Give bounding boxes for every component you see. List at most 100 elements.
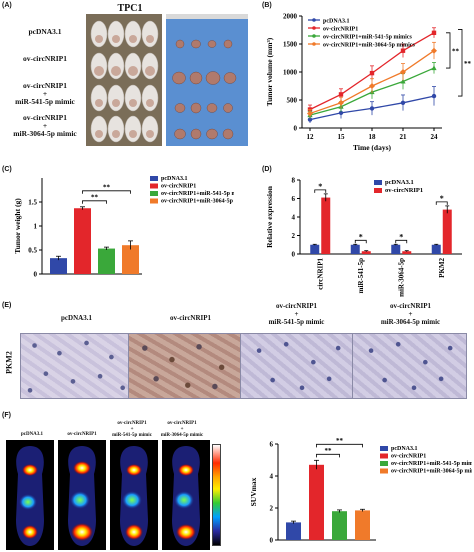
ihc-image-541 <box>240 333 355 399</box>
d-bracket-1 <box>354 239 367 244</box>
b-point-1-2 <box>369 70 375 76</box>
b-legend-label-3: ov-circNRIP1+miR-3064-5p mimics <box>323 42 415 48</box>
d-bar-0-3 <box>431 244 441 254</box>
b-xtick-label-1: 15 <box>338 133 346 141</box>
d-ytick-label-4: 8 <box>292 177 296 185</box>
chart-f-suvmax: 0246SUVmaxpcDNA3.1ov-circNRIP1ov-circNRI… <box>249 437 472 545</box>
d-y-axis-label: Relative expression <box>265 185 274 248</box>
c-ytick-label-0: 0 <box>34 271 38 279</box>
b-ytick-label-0: 0 <box>294 125 298 133</box>
b-bracket-1 <box>446 32 451 69</box>
c-ytick-label-1: 0.5 <box>28 247 37 255</box>
b-sig-label-2: ** <box>464 60 472 68</box>
f-ytick-label-0: 0 <box>270 537 274 545</box>
panel-d-label: (D) <box>262 166 272 173</box>
b-point-0-1 <box>338 110 344 116</box>
d-sig-label-2: * <box>399 232 403 241</box>
f-legend-swatch-0 <box>380 446 388 451</box>
b-point-0-2 <box>369 106 375 111</box>
f-legend-label-2: ov-circNRIP1+miR-541-5p mimic <box>391 461 472 467</box>
ihc-image-3064 <box>352 333 467 399</box>
f-bar-0 <box>286 522 301 540</box>
b-legend-marker-2 <box>312 34 316 38</box>
f-legend-label-3: ov-circNRIP1+miR-3064-5p mimic <box>391 469 472 475</box>
ihc-image-ov <box>128 333 243 399</box>
b-legend-label-1: ov-circNRIP1 <box>323 26 358 32</box>
d-legend-label-0: pcDNA3.1 <box>385 179 414 186</box>
d-category-label-3: PKM2 <box>438 258 446 278</box>
c-bar-3 <box>122 245 139 274</box>
tumor-photo-drawing <box>166 14 248 140</box>
b-point-2-3 <box>400 78 406 84</box>
c-legend-label-3: ov-circNRIP1+miR-3064-5p mimic <box>161 199 234 205</box>
f-legend-swatch-2 <box>380 461 388 466</box>
b-point-3-1 <box>338 99 344 106</box>
pet-image-4 <box>162 440 210 550</box>
c-ytick-label-2: 1 <box>34 223 38 231</box>
f-bar-2 <box>332 511 347 540</box>
d-bar-0-0 <box>310 244 320 254</box>
b-legend-label-0: pcDNA3.1 <box>323 18 350 24</box>
c-y-axis-label: Tumor weight (g) <box>13 198 22 254</box>
b-legend-label-2: ov-circNRIP1+miR-541-5p mimics <box>323 34 412 40</box>
f-bracket-2 <box>316 443 363 448</box>
d-legend-swatch-1 <box>374 188 382 193</box>
d-bar-1-1 <box>361 251 371 254</box>
pet-scan-images <box>6 440 210 550</box>
panel-a-title: TPC1 <box>117 3 143 14</box>
b-ytick-label-4: 2000 <box>283 13 298 21</box>
ihc-side-label: PKM2 <box>4 351 14 374</box>
c-legend-swatch-2 <box>150 191 158 196</box>
c-sig-label-1: ** <box>91 193 99 201</box>
b-legend-marker-1 <box>312 26 316 30</box>
d-legend-label-1: ov-circNRIP1 <box>385 187 423 194</box>
chart-c-tumor-weight: 0 0.5 1 1.5 Tumor weight (g) pcDNA3.1 ov-circN… <box>13 176 234 279</box>
b-legend-marker-3 <box>312 42 316 46</box>
row-label-541: ov-circNRIP1 + miR-541-5p mimic <box>15 81 75 106</box>
b-point-3-2 <box>369 83 375 89</box>
b-point-1-4 <box>431 30 437 35</box>
ihc-title-pcdna: pcDNA3.1 <box>61 314 92 322</box>
c-bar-1 <box>74 208 91 274</box>
d-bar-1-2 <box>402 251 412 254</box>
row-label-3064: ov-circNRIP1 + miR-3064-5p mimic <box>13 113 77 138</box>
f-y-axis-label: SUVmax <box>249 477 258 506</box>
f-legend-label-0: pcDNA3.1 <box>391 446 418 452</box>
b-xtick-label-0: 12 <box>307 133 315 141</box>
ihc-image-pcdna <box>20 333 135 399</box>
b-xtick-label-4: 24 <box>431 133 439 141</box>
d-category-label-2: miR-3064-5p <box>397 258 405 297</box>
ihc-title-ov: ov-circNRIP1 <box>169 314 212 322</box>
b-point-0-0 <box>307 117 313 122</box>
b-bracket-2 <box>458 29 463 97</box>
c-sig-label-2: ** <box>103 183 111 191</box>
b-point-3-3 <box>400 69 406 75</box>
pet-title-3064: ov-circNRIP1 + miR-3064-5p mimic <box>160 421 204 438</box>
mice-photo-drawing <box>90 20 159 143</box>
b-point-3-0 <box>307 110 313 117</box>
f-legend-label-1: ov-circNRIP1 <box>391 454 426 460</box>
c-legend-label-2: ov-circNRIP1+miR-541-5p mimic <box>161 191 234 197</box>
c-legend-label-0: pcDNA3.1 <box>161 176 188 182</box>
f-sig-label-1: ** <box>325 447 333 455</box>
chart-d-relative-expression: 0 2 4 6 8 Relative expression * circNRIP1 * miR-5… <box>265 177 462 297</box>
ihc-title-541: ov-circNRIP1 + miR-541-5p mimic <box>268 302 325 326</box>
f-bar-3 <box>355 510 370 540</box>
f-sig-label-2: ** <box>336 437 344 445</box>
pet-title-pcdna: pcDNA3.1 <box>20 432 44 437</box>
row-label-ov: ov-circNRIP1 <box>22 54 67 63</box>
row-label-pcdna: pcDNA3.1 <box>28 27 62 36</box>
d-bar-1-3 <box>442 209 452 254</box>
b-ytick-label-2: 1000 <box>283 69 298 77</box>
b-point-1-3 <box>400 48 406 53</box>
panel-a-label: (A) <box>2 2 12 9</box>
tumor-photo <box>166 14 248 146</box>
f-legend-swatch-1 <box>380 453 388 459</box>
mice-photo <box>86 14 162 146</box>
b-point-3-4 <box>431 47 437 54</box>
d-ytick-label-3: 6 <box>292 195 296 203</box>
panel-f-label: (F) <box>2 412 11 419</box>
d-ytick-label-0: 0 <box>292 251 296 259</box>
pet-image-1 <box>6 440 54 550</box>
c-legend-swatch-0 <box>150 176 158 181</box>
